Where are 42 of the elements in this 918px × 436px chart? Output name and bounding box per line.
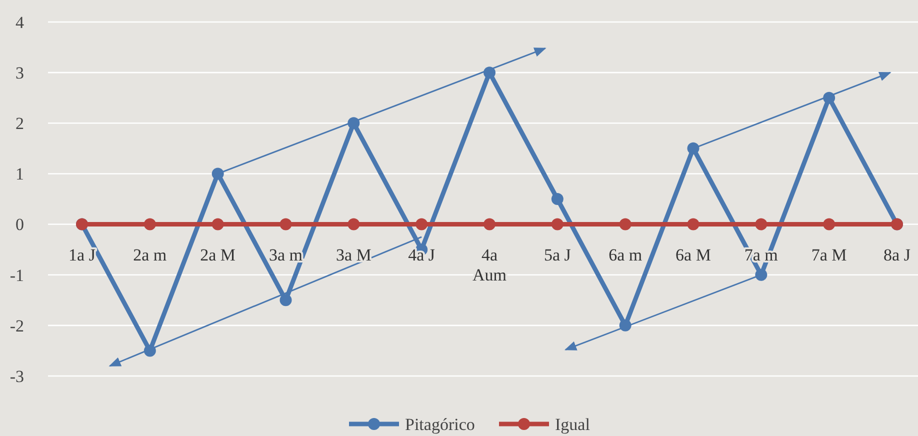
point xyxy=(619,218,632,230)
point xyxy=(348,117,360,130)
y-tick-label: 2 xyxy=(16,114,24,134)
point xyxy=(144,344,156,357)
y-tick-label: -3 xyxy=(10,366,24,386)
y-tick-label: -1 xyxy=(10,266,24,285)
point xyxy=(551,193,564,205)
point xyxy=(416,218,428,230)
point xyxy=(484,66,496,79)
point xyxy=(280,218,292,230)
point xyxy=(755,268,768,281)
x-tick-label: 6a M xyxy=(676,245,711,264)
point xyxy=(823,92,836,104)
x-tick-label: 1a J xyxy=(68,245,96,264)
point xyxy=(484,218,496,230)
point xyxy=(755,218,768,230)
y-tick-label: 4 xyxy=(16,12,24,32)
y-tick-label: 0 xyxy=(16,215,24,234)
x-tick-label: 6a m xyxy=(608,245,642,264)
legend-label: Pitagórico xyxy=(405,414,475,434)
point xyxy=(687,218,700,230)
x-tick-label: 2a m xyxy=(133,245,167,264)
x-tick-label: 7a M xyxy=(811,245,847,264)
point xyxy=(144,218,156,230)
point xyxy=(212,218,224,230)
point xyxy=(348,218,360,230)
x-tick-label: 8a J xyxy=(884,245,911,264)
x-tick-label: 2a M xyxy=(200,245,236,264)
y-tick-label: 3 xyxy=(16,64,24,83)
y-tick-label: 1 xyxy=(16,164,24,184)
x-tick-label: 5a J xyxy=(544,245,572,264)
point xyxy=(687,142,700,154)
point xyxy=(280,294,292,306)
point xyxy=(619,319,632,332)
legend-label: Igual xyxy=(555,414,590,434)
point xyxy=(212,168,224,180)
point xyxy=(551,218,564,230)
point xyxy=(823,218,836,230)
x-tick-label: 4a J xyxy=(408,245,436,264)
x-tick-label: 4a Aum xyxy=(472,245,506,284)
y-tick-label: -2 xyxy=(10,316,24,336)
x-tick-label: 3a M xyxy=(336,245,372,264)
